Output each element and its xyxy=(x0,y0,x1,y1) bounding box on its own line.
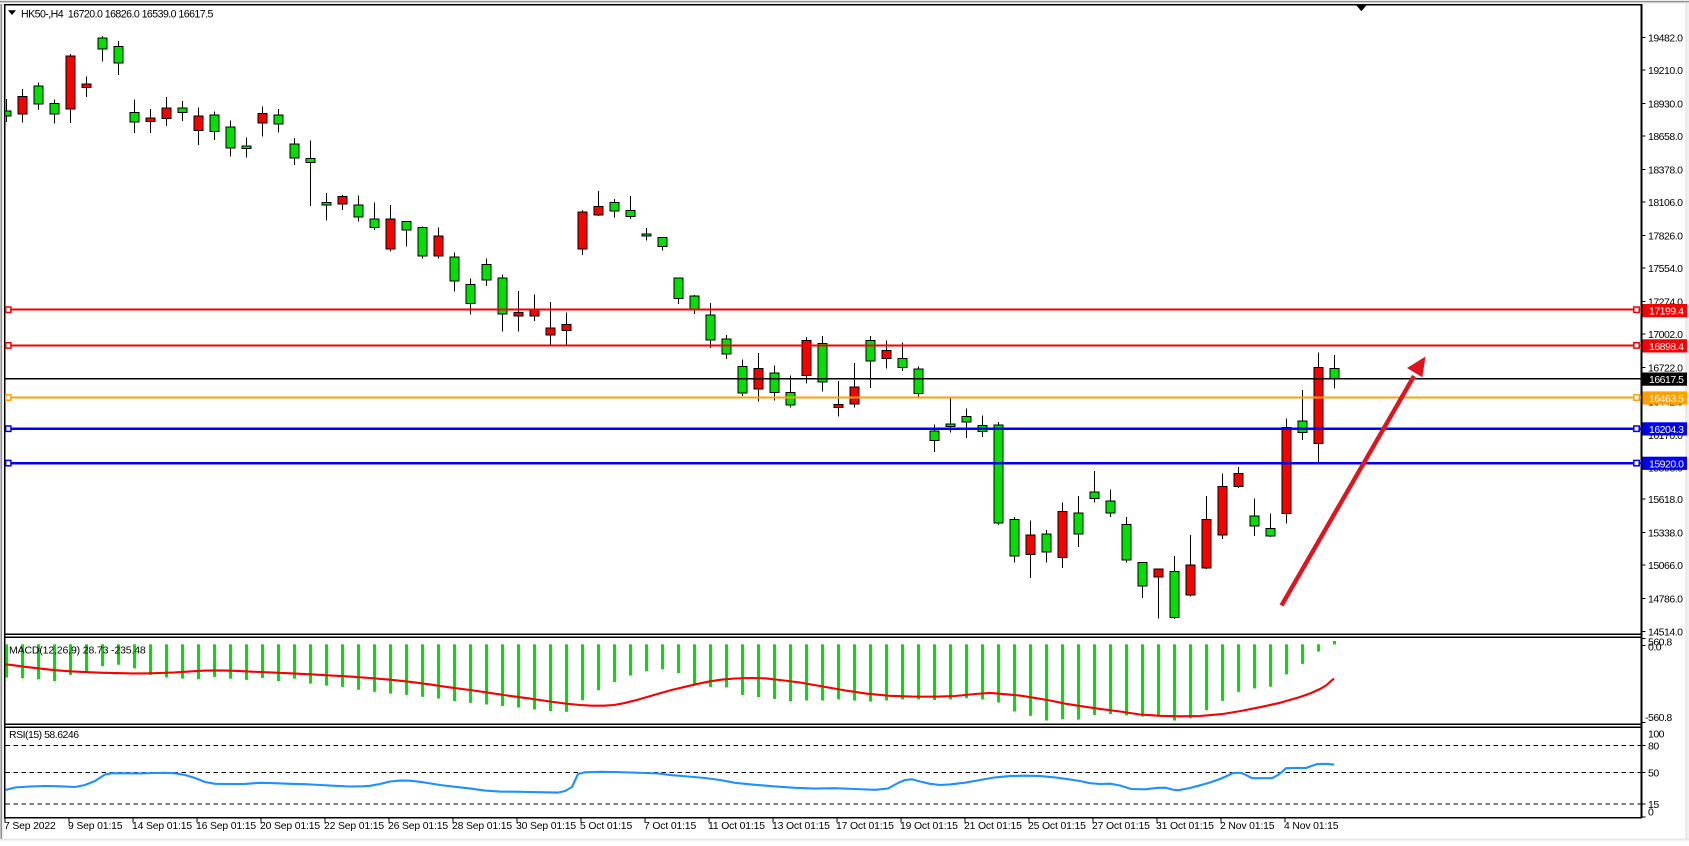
svg-text:13 Oct 01:15: 13 Oct 01:15 xyxy=(772,821,830,832)
svg-text:22 Sep 01:15: 22 Sep 01:15 xyxy=(324,821,384,832)
svg-text:7 Oct 01:15: 7 Oct 01:15 xyxy=(644,821,696,832)
svg-text:17002.0: 17002.0 xyxy=(1648,329,1683,341)
svg-text:16204.3: 16204.3 xyxy=(1649,424,1684,436)
svg-text:18658.0: 18658.0 xyxy=(1648,131,1683,143)
svg-text:31 Oct 01:15: 31 Oct 01:15 xyxy=(1156,821,1214,832)
svg-text:27 Oct 01:15: 27 Oct 01:15 xyxy=(1092,821,1150,832)
svg-text:15920.0: 15920.0 xyxy=(1649,458,1684,470)
svg-text:26 Sep 01:15: 26 Sep 01:15 xyxy=(388,821,448,832)
svg-text:18930.0: 18930.0 xyxy=(1648,98,1683,110)
svg-text:19210.0: 19210.0 xyxy=(1648,65,1683,77)
svg-text:17199.4: 17199.4 xyxy=(1649,306,1684,318)
svg-text:5 Oct 01:15: 5 Oct 01:15 xyxy=(580,821,632,832)
svg-text:15066.0: 15066.0 xyxy=(1648,560,1683,572)
svg-text:-560.8: -560.8 xyxy=(1645,712,1672,724)
svg-text:15338.0: 15338.0 xyxy=(1648,528,1683,540)
svg-text:15618.0: 15618.0 xyxy=(1648,494,1683,506)
svg-text:80: 80 xyxy=(1648,741,1659,753)
svg-text:17826.0: 17826.0 xyxy=(1648,230,1683,242)
svg-text:18378.0: 18378.0 xyxy=(1648,164,1683,176)
svg-text:19482.0: 19482.0 xyxy=(1648,32,1683,44)
svg-text:7 Sep 2022: 7 Sep 2022 xyxy=(4,821,56,832)
svg-text:14786.0: 14786.0 xyxy=(1648,594,1683,606)
svg-text:4 Nov 01:15: 4 Nov 01:15 xyxy=(1284,821,1339,832)
svg-text:MACD(12,26,9) 28.73 -235.48: MACD(12,26,9) 28.73 -235.48 xyxy=(9,645,146,657)
svg-text:16463.5: 16463.5 xyxy=(1649,393,1684,405)
svg-text:21 Oct 01:15: 21 Oct 01:15 xyxy=(964,821,1022,832)
svg-text:19 Oct 01:15: 19 Oct 01:15 xyxy=(900,821,958,832)
svg-text:0.0: 0.0 xyxy=(1648,642,1662,654)
svg-text:20 Sep 01:15: 20 Sep 01:15 xyxy=(260,821,320,832)
svg-text:17 Oct 01:15: 17 Oct 01:15 xyxy=(836,821,894,832)
svg-text:28 Sep 01:15: 28 Sep 01:15 xyxy=(452,821,512,832)
svg-text:14 Sep 01:15: 14 Sep 01:15 xyxy=(132,821,192,832)
svg-text:2 Nov 01:15: 2 Nov 01:15 xyxy=(1220,821,1275,832)
svg-text:0: 0 xyxy=(1648,806,1654,818)
svg-text:25 Oct 01:15: 25 Oct 01:15 xyxy=(1028,821,1086,832)
svg-text:HK50-,H4 16720.0 16826.0 1653: HK50-,H4 16720.0 16826.0 16539.0 16617.5 xyxy=(21,9,214,21)
svg-text:11 Oct 01:15: 11 Oct 01:15 xyxy=(708,821,765,832)
svg-text:100: 100 xyxy=(1648,728,1665,740)
svg-text:16 Sep 01:15: 16 Sep 01:15 xyxy=(196,821,256,832)
svg-text:9 Sep 01:15: 9 Sep 01:15 xyxy=(68,821,123,832)
svg-text:RSI(15) 58.6246: RSI(15) 58.6246 xyxy=(9,729,79,741)
svg-text:16898.4: 16898.4 xyxy=(1649,341,1684,353)
svg-text:17554.0: 17554.0 xyxy=(1648,263,1683,275)
svg-text:16617.5: 16617.5 xyxy=(1649,374,1684,386)
svg-text:30 Sep 01:15: 30 Sep 01:15 xyxy=(516,821,576,832)
svg-text:50: 50 xyxy=(1648,768,1659,780)
svg-text:18106.0: 18106.0 xyxy=(1648,197,1683,209)
